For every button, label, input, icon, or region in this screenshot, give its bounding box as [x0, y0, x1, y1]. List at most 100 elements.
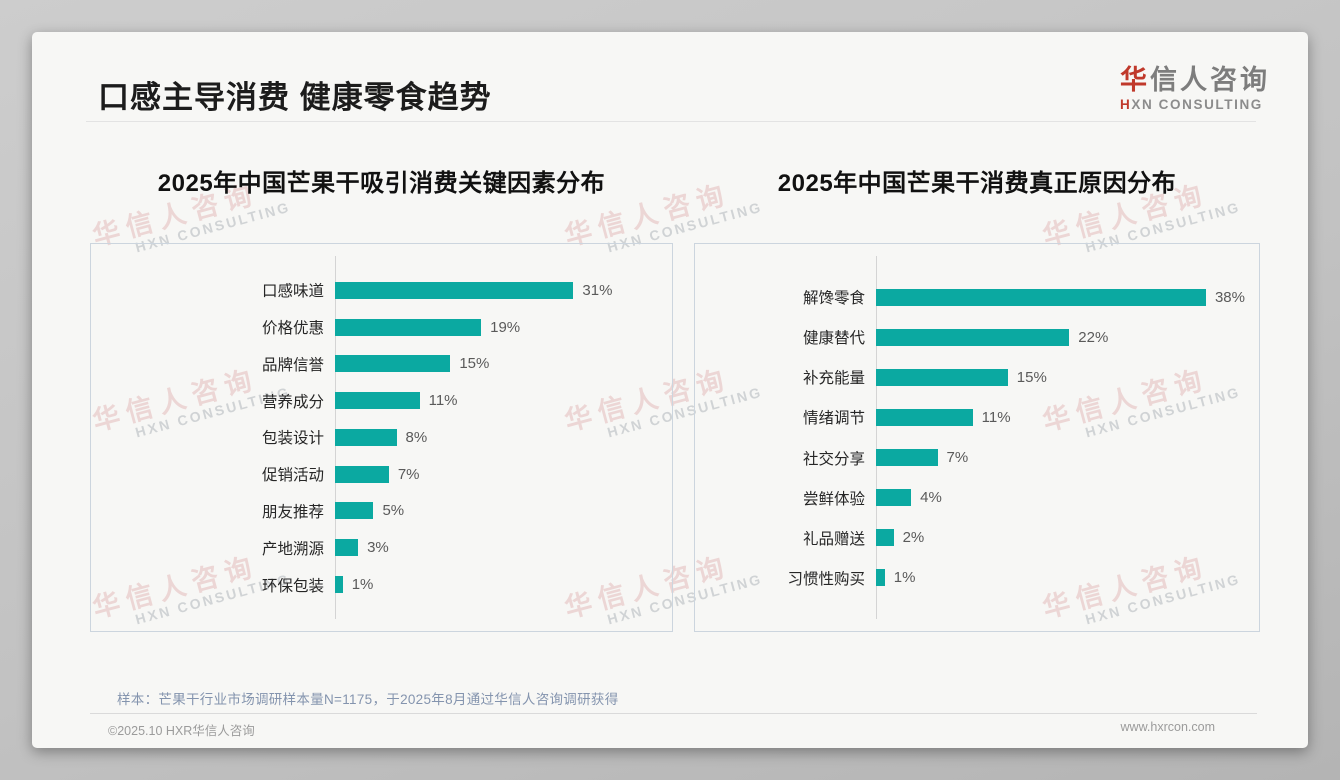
bar: [876, 529, 894, 547]
bar-track: 19%: [335, 318, 658, 336]
value-label: 11%: [428, 392, 458, 410]
copyright-text: ©2025.10 HXR华信人咨询: [108, 724, 255, 738]
bar-track: 4%: [876, 489, 1245, 507]
value-label: 15%: [1016, 368, 1047, 386]
bar: [876, 328, 1070, 346]
category-label: 社交分享: [802, 450, 865, 468]
bar-row: 健康替代 22%: [695, 328, 1245, 348]
left-chart-panel: 口感味道 31% 价格优惠 19% 品牌信誉 15% 营养成分 11% 包装设计 8% 促销活动 7%…: [90, 243, 673, 632]
value-label: 15%: [459, 355, 490, 373]
bar-track: 3%: [335, 539, 658, 557]
value-label: 8%: [405, 428, 428, 446]
bar-row: 尝鲜体验 4%: [695, 489, 1245, 508]
value-label: 2%: [902, 529, 925, 547]
bar-track: 15%: [335, 355, 658, 373]
bar-rows: 口感味道 31% 价格优惠 19% 品牌信誉 15% 营养成分 11% 包装设计 8% 促销活动 7%…: [91, 272, 658, 603]
bar-track: 15%: [876, 368, 1245, 386]
bar-track: 1%: [876, 569, 1245, 587]
value-label: 5%: [382, 502, 405, 520]
slide-card: 华信人咨询 HXN CONSULTING 华信人咨询 HXN CONSULTING 华信…: [32, 32, 1308, 748]
bar: [335, 502, 374, 520]
company-logo: 华信人咨询 HXN CONSULTING: [1120, 58, 1270, 112]
category-label: 解馋零食: [802, 290, 865, 308]
bar: [876, 408, 973, 426]
value-label: 4%: [920, 489, 942, 507]
value-label: 3%: [367, 539, 389, 557]
bar-track: 11%: [876, 408, 1245, 426]
bar: [335, 576, 343, 593]
logo-chinese-text: 华信人咨询: [1120, 65, 1270, 95]
bar-row: 朋友推荐 5%: [91, 502, 658, 521]
value-label: 7%: [946, 449, 969, 467]
right-chart-panel: 解馋零食 38% 健康替代 22% 补充能量 15% 情绪调节 11% 社交分享 7% 尝鲜体验 4%…: [694, 243, 1260, 632]
footer-divider: [90, 713, 1257, 714]
sample-footnote: 样本：芒果干行业市场调研样本量N=1175，于2025年8月通过华信人咨询调研获…: [117, 692, 619, 707]
bar-track: 2%: [876, 529, 1245, 547]
bar-row: 解馋零食 38%: [695, 288, 1245, 308]
bar-row: 营养成分 11%: [91, 392, 658, 411]
bar-track: 1%: [335, 576, 658, 593]
value-label: 31%: [582, 281, 613, 299]
bar: [335, 428, 397, 446]
value-label: 1%: [351, 576, 374, 593]
category-label: 包装设计: [261, 430, 324, 448]
bar-row: 礼品赠送 2%: [695, 529, 1245, 548]
bar-rows: 解馋零食 38% 健康替代 22% 补充能量 15% 情绪调节 11% 社交分享 7% 尝鲜体验 4%…: [695, 277, 1245, 598]
category-label: 促销活动: [261, 467, 324, 485]
y-axis-line: [876, 256, 877, 619]
category-label: 品牌信誉: [261, 356, 324, 374]
category-label: 朋友推荐: [261, 503, 324, 521]
value-label: 7%: [397, 465, 420, 483]
page-title: 口感主导消费 健康零食趋势: [98, 80, 492, 115]
bar-row: 情绪调节 11%: [695, 408, 1245, 427]
bar-row: 包装设计 8%: [91, 428, 658, 448]
category-label: 补充能量: [802, 370, 865, 388]
header-divider: [86, 121, 1256, 122]
category-label: 礼品赠送: [802, 530, 865, 548]
value-label: 19%: [490, 318, 521, 336]
category-label: 习惯性购买: [787, 570, 865, 588]
category-label: 价格优惠: [261, 320, 324, 338]
value-label: 1%: [893, 569, 916, 587]
bar-row: 品牌信誉 15%: [91, 355, 658, 374]
bar: [335, 465, 389, 483]
category-label: 营养成分: [261, 393, 324, 411]
bar: [876, 368, 1008, 386]
bar: [335, 392, 420, 410]
website-url: www.hxrcon.com: [1120, 720, 1215, 734]
bar-row: 口感味道 31%: [91, 281, 658, 301]
value-label: 22%: [1078, 328, 1109, 346]
bar-row: 社交分享 7%: [695, 449, 1245, 468]
category-label: 产地溯源: [261, 540, 324, 558]
bar: [876, 449, 938, 467]
value-label: 11%: [981, 408, 1011, 426]
bar-track: 5%: [335, 502, 658, 520]
category-label: 健康替代: [802, 330, 865, 348]
bar-row: 促销活动 7%: [91, 465, 658, 485]
value-label: 38%: [1214, 288, 1245, 306]
left-chart-title: 2025年中国芒果干吸引消费关键因素分布: [157, 170, 606, 197]
bar-row: 价格优惠 19%: [91, 318, 658, 338]
bar-track: 38%: [876, 288, 1245, 306]
category-label: 尝鲜体验: [802, 490, 865, 508]
bar: [876, 489, 912, 507]
bar: [335, 318, 482, 336]
bar: [876, 569, 885, 587]
bar-track: 7%: [876, 449, 1245, 467]
bar-row: 环保包装 1%: [91, 576, 658, 595]
bar-track: 31%: [335, 281, 658, 299]
bar-track: 22%: [876, 328, 1245, 346]
bar-track: 8%: [335, 428, 658, 446]
logo-english-text: HXN CONSULTING: [1120, 97, 1263, 112]
bar: [335, 281, 574, 299]
bar-row: 产地溯源 3%: [91, 539, 658, 558]
bar-track: 7%: [335, 465, 658, 483]
bar-row: 习惯性购买 1%: [695, 569, 1245, 588]
category-label: 口感味道: [261, 283, 324, 301]
right-chart-title: 2025年中国芒果干消费真正原因分布: [777, 170, 1177, 197]
bar: [876, 288, 1206, 306]
bar-track: 11%: [335, 392, 658, 410]
bar: [335, 355, 451, 373]
bar-row: 补充能量 15%: [695, 368, 1245, 388]
bar: [335, 539, 359, 557]
